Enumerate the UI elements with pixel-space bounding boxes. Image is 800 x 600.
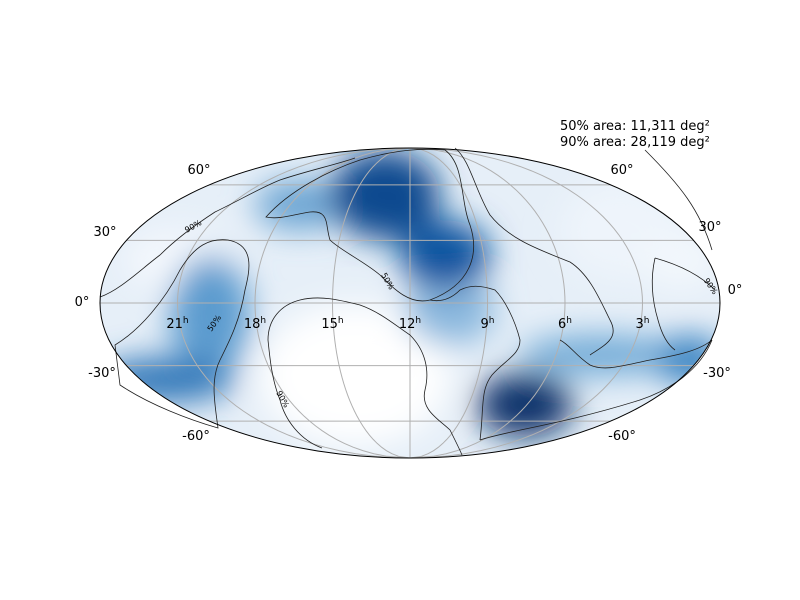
dec-tick-label: 30° — [698, 220, 721, 235]
contour-90-south — [267, 297, 463, 456]
meridian-line — [409, 147, 566, 459]
area-50-label: 50% area: 11,311 deg² — [560, 119, 710, 134]
ra-tick-label: 6h — [558, 316, 572, 332]
map-outline — [99, 147, 721, 459]
area-90-label: 90% area: 28,119 deg² — [560, 135, 710, 150]
dec-tick-label: -60° — [608, 429, 636, 444]
contour-90-east — [651, 257, 716, 351]
ra-tick-label: 3h — [636, 316, 650, 332]
meridian-line — [176, 147, 411, 459]
meridian-line — [331, 147, 411, 459]
dec-tick-label: -30° — [703, 366, 731, 381]
ra-tick-label: 9h — [481, 316, 495, 332]
contour-50-north — [265, 148, 474, 302]
dec-tick-label: 0° — [728, 283, 743, 298]
dec-tick-label: 60° — [187, 163, 210, 178]
dec-tick-label: 60° — [610, 163, 633, 178]
dec-tick-labels: 60° 60° 30° 30° 0° 0° -30° -30° -60° -60° — [75, 163, 743, 444]
ra-tick-labels: 21h 18h 15h 12h 9h 6h 3h — [166, 316, 649, 332]
ra-tick-label: 12h — [399, 316, 421, 332]
meridian-line — [409, 147, 489, 459]
contour-50-west — [114, 239, 250, 429]
ra-tick-label: 18h — [244, 316, 266, 332]
dec-tick-label: -60° — [182, 429, 210, 444]
graticule — [100, 147, 720, 459]
dec-tick-label: -30° — [88, 366, 116, 381]
credible-contours — [99, 147, 716, 456]
ra-tick-label: 15h — [321, 316, 343, 332]
dec-tick-label: 0° — [75, 295, 90, 310]
dec-tick-label: 30° — [93, 225, 116, 240]
ra-tick-label: 21h — [166, 316, 188, 332]
contour-90-north — [99, 147, 713, 356]
meridian-line — [254, 147, 411, 459]
contour-50-south — [429, 285, 713, 441]
